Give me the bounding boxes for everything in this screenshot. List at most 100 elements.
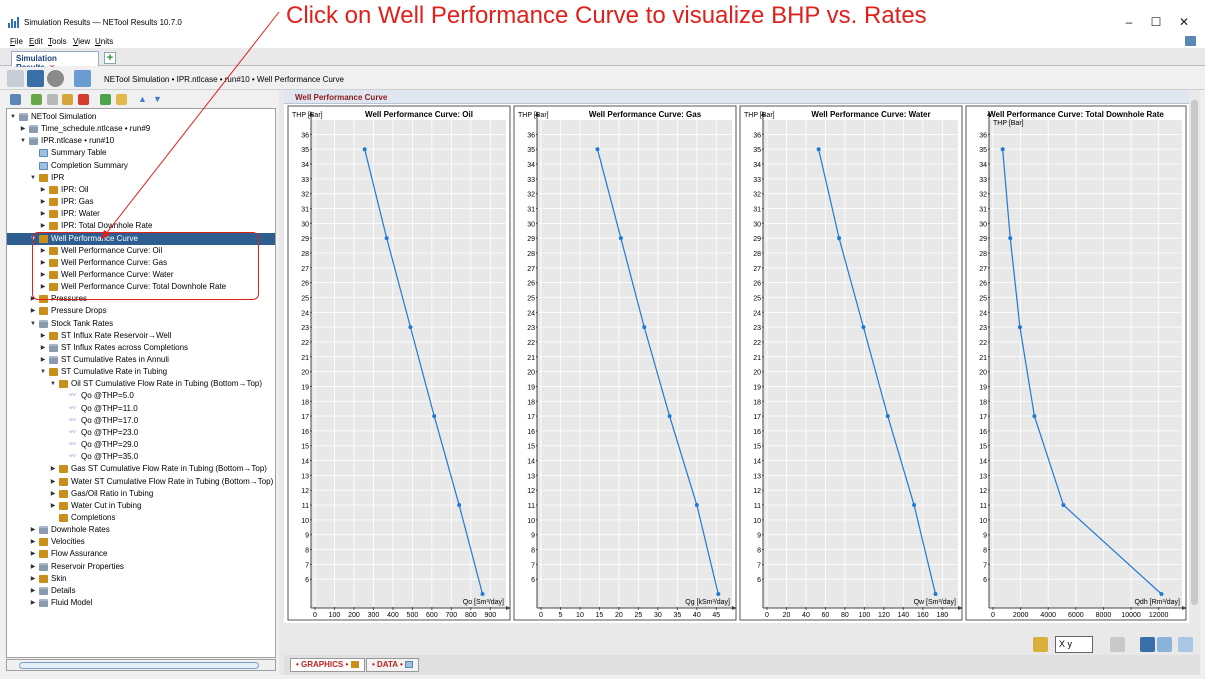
- expand-icon[interactable]: ▶: [50, 490, 56, 497]
- help-icon[interactable]: [1185, 36, 1196, 46]
- menu-edit[interactable]: Edit: [29, 37, 43, 46]
- save-chart-icon[interactable]: [1140, 637, 1155, 652]
- collapse-icon[interactable]: ▼: [30, 320, 36, 327]
- print-icon[interactable]: [1178, 637, 1193, 652]
- expand-icon[interactable]: ▶: [40, 211, 46, 218]
- tree-item[interactable]: ▼ Stock Tank Rates: [7, 318, 275, 330]
- tree-item[interactable]: 〰 Qo @THP=11.0: [7, 403, 275, 415]
- paste-icon[interactable]: [62, 94, 73, 105]
- export-icon[interactable]: [1157, 637, 1172, 652]
- tree-item[interactable]: ▶ Velocities: [7, 536, 275, 548]
- tree-item[interactable]: ▶ Gas/Oil Ratio in Tubing: [7, 488, 275, 500]
- menu-units[interactable]: Units: [95, 37, 114, 46]
- tree-item[interactable]: ▶ Pressure Drops: [7, 305, 275, 317]
- tree-item[interactable]: ▼ NETool Simulation: [7, 111, 275, 123]
- tree-item[interactable]: ▶ IPR: Oil: [7, 184, 275, 196]
- tree-item[interactable]: 〰 Qo @THP=35.0: [7, 451, 275, 463]
- open-icon[interactable]: [7, 70, 24, 87]
- tree-item[interactable]: ▶ ST Cumulative Rates in Annuli: [7, 354, 275, 366]
- tree-item[interactable]: ▼ Oil ST Cumulative Flow Rate in Tubing (…: [7, 378, 275, 390]
- tab-data[interactable]: • DATA •: [366, 658, 420, 672]
- tree-item[interactable]: 〰 Qo @THP=23.0: [7, 427, 275, 439]
- tree-item[interactable]: ▶ IPR: Gas: [7, 196, 275, 208]
- save-icon[interactable]: [27, 70, 44, 87]
- expand-icon[interactable]: ▶: [50, 502, 56, 509]
- expand-icon[interactable]: ▶: [40, 357, 46, 363]
- tree-item[interactable]: ▶ Water Cut in Tubing: [7, 500, 275, 512]
- expand-icon[interactable]: ▶: [40, 344, 46, 351]
- expand-icon[interactable]: ▶: [30, 296, 36, 303]
- tree-item[interactable]: ▶ Flow Assurance: [7, 548, 275, 560]
- tree-item[interactable]: Summary Table: [7, 147, 275, 159]
- collapse-icon[interactable]: ▼: [10, 114, 16, 120]
- tree-item[interactable]: 〰 Qo @THP=29.0: [7, 439, 275, 451]
- tree-item[interactable]: Completion Summary: [7, 160, 275, 172]
- folder-add-icon[interactable]: [116, 94, 127, 105]
- expand-icon[interactable]: ▶: [40, 284, 46, 291]
- expand-icon[interactable]: ▶: [30, 527, 36, 534]
- vscroll-thumb[interactable]: [1191, 100, 1198, 605]
- tree-item[interactable]: ▶ Reservoir Properties: [7, 561, 275, 573]
- tree-item[interactable]: ▼ ST Cumulative Rate in Tubing: [7, 366, 275, 378]
- tree-item[interactable]: ▶ Water ST Cumulative Flow Rate in Tubing…: [7, 476, 275, 488]
- tree-item[interactable]: ▶ ST Influx Rates across Completions: [7, 342, 275, 354]
- expand-icon[interactable]: ▶: [30, 575, 36, 582]
- expand-icon[interactable]: ▶: [30, 551, 36, 558]
- tree-item[interactable]: 〰 Qo @THP=5.0: [7, 390, 275, 402]
- add-chart-icon[interactable]: [100, 94, 111, 105]
- refresh-icon[interactable]: [47, 70, 64, 87]
- tab-simulation-results[interactable]: Simulation Results✕: [11, 51, 99, 72]
- tree-horizontal-scrollbar[interactable]: [6, 659, 276, 671]
- tree-item[interactable]: ▶ Downhole Rates: [7, 524, 275, 536]
- move-up-icon[interactable]: ▲: [138, 94, 147, 104]
- expand-icon[interactable]: ▶: [30, 600, 36, 606]
- collapse-icon[interactable]: ▼: [50, 381, 56, 388]
- add-tab-button[interactable]: +: [104, 52, 116, 64]
- search-tree-icon[interactable]: [10, 94, 21, 105]
- maximize-button[interactable]: ☐: [1150, 15, 1162, 29]
- scroll-thumb[interactable]: [19, 662, 259, 669]
- copy-chart-icon[interactable]: [1110, 637, 1125, 652]
- expand-icon[interactable]: ▶: [20, 126, 26, 133]
- menu-tools[interactable]: Tools: [48, 37, 67, 46]
- edit-icon[interactable]: [31, 94, 42, 105]
- expand-icon[interactable]: ▶: [50, 478, 56, 485]
- tree-item[interactable]: ▶ ST Influx Rate Reservoir→Well: [7, 330, 275, 342]
- tree-item[interactable]: ▶ Well Performance Curve: Water: [7, 269, 275, 281]
- copy-icon[interactable]: [47, 94, 58, 105]
- panel-vertical-scrollbar[interactable]: [1189, 90, 1200, 623]
- expand-icon[interactable]: ▶: [50, 466, 56, 473]
- collapse-icon[interactable]: ▼: [20, 138, 26, 145]
- tree-item[interactable]: ▶ Well Performance Curve: Oil: [7, 245, 275, 257]
- expand-icon[interactable]: ▶: [40, 199, 46, 206]
- expand-icon[interactable]: ▶: [40, 259, 46, 266]
- expand-icon[interactable]: ▶: [30, 308, 36, 315]
- tree-item[interactable]: ▶ Details: [7, 585, 275, 597]
- expand-icon[interactable]: ▶: [40, 223, 46, 230]
- collapse-icon[interactable]: ▼: [40, 369, 46, 376]
- tree-item[interactable]: ▶ Well Performance Curve: Total Downhole …: [7, 281, 275, 293]
- tree-item[interactable]: ▼ IPR.ntlcase • run#10: [7, 135, 275, 147]
- tree-item[interactable]: ▶ IPR: Water: [7, 208, 275, 220]
- minimize-button[interactable]: –: [1125, 15, 1133, 29]
- expand-icon[interactable]: ▶: [40, 271, 46, 278]
- hierarchy-icon[interactable]: [74, 70, 91, 87]
- tree-item[interactable]: ▼ IPR: [7, 172, 275, 184]
- tree-item[interactable]: ▶ Gas ST Cumulative Flow Rate in Tubing (…: [7, 463, 275, 475]
- tree-item[interactable]: ▶ Skin: [7, 573, 275, 585]
- tree-item[interactable]: Completions: [7, 512, 275, 524]
- tree-item[interactable]: ▶ Time_schedule.ntlcase • run#9: [7, 123, 275, 135]
- expand-icon[interactable]: ▶: [40, 247, 46, 254]
- menu-file[interactable]: File: [10, 37, 23, 46]
- expand-icon[interactable]: ▶: [40, 186, 46, 193]
- menu-view[interactable]: View: [73, 37, 91, 46]
- tree-item[interactable]: ▶ IPR: Total Downhole Rate: [7, 220, 275, 232]
- move-down-icon[interactable]: ▼: [153, 94, 162, 104]
- resize-icon[interactable]: [1033, 637, 1048, 652]
- collapse-icon[interactable]: ▼: [30, 174, 36, 181]
- close-button[interactable]: ✕: [1178, 15, 1190, 29]
- delete-icon[interactable]: [78, 94, 89, 105]
- expand-icon[interactable]: ▶: [30, 539, 36, 546]
- expand-icon[interactable]: ▶: [30, 563, 36, 570]
- panel-splitter[interactable]: [279, 90, 284, 675]
